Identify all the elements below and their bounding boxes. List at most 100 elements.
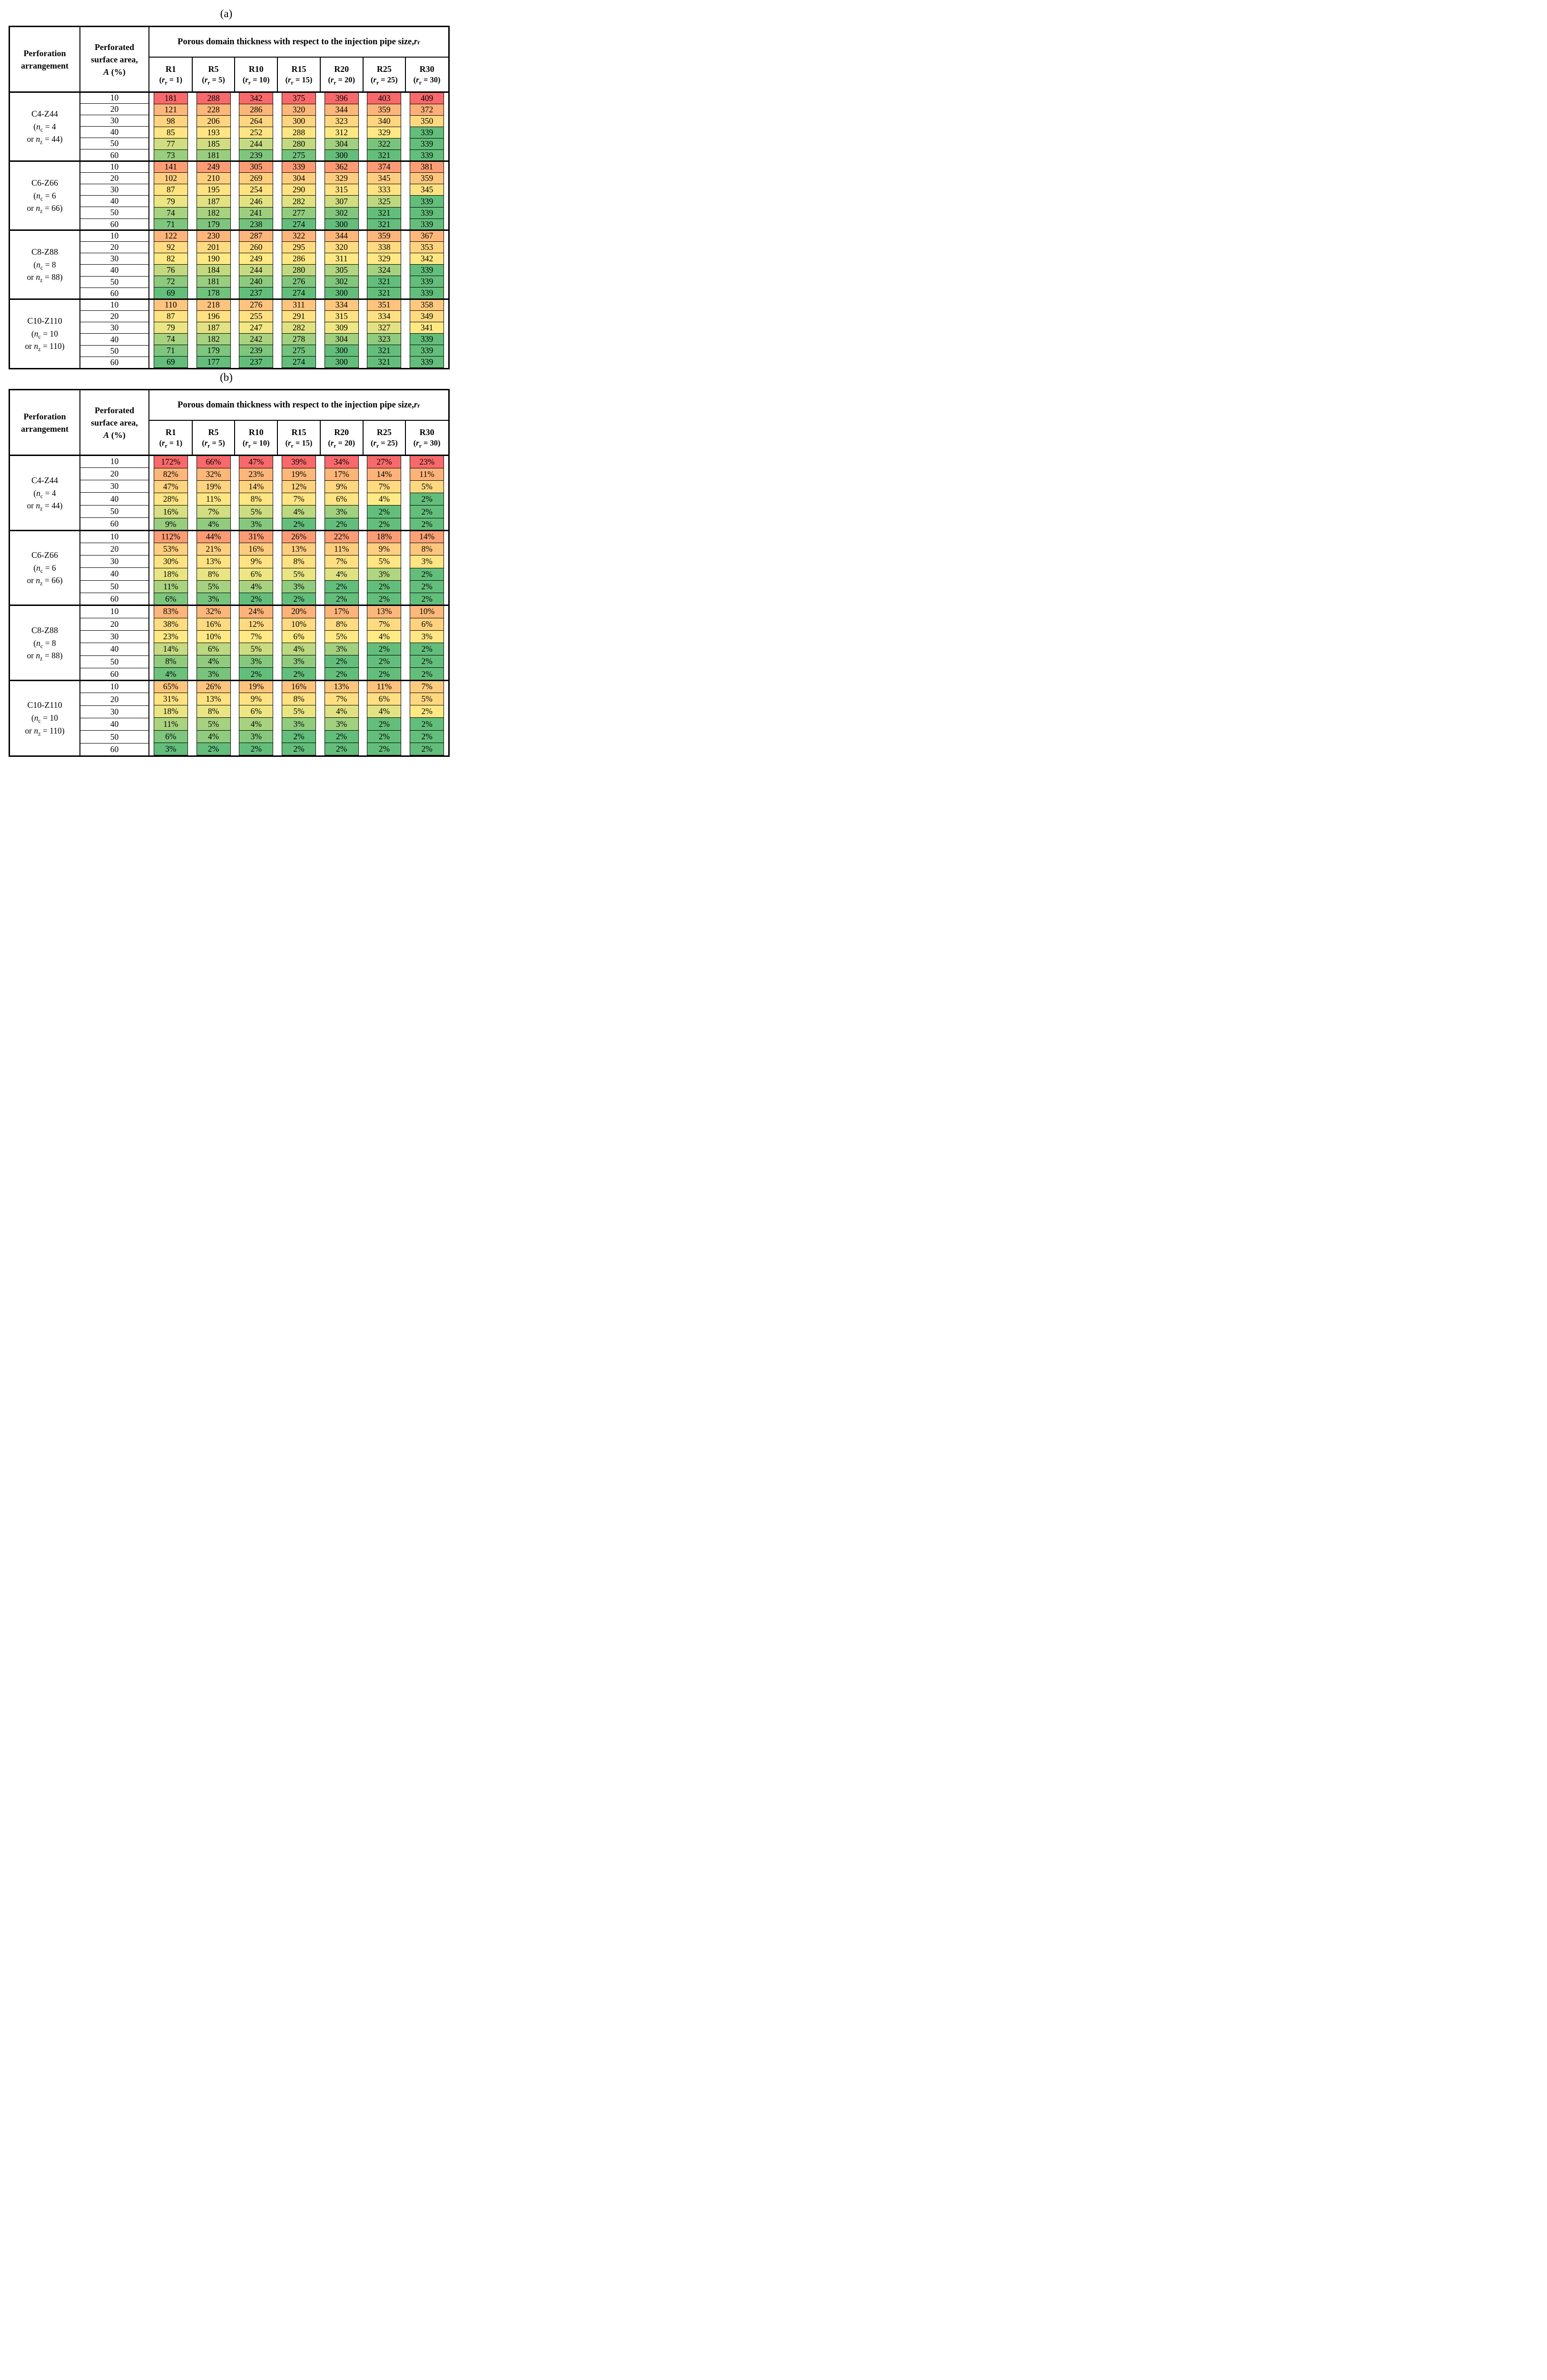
heat-cell: 23% — [154, 630, 187, 643]
heat-cell: 2% — [410, 643, 444, 655]
group-label-column: C4-Z44 (nc = 4 or nz = 44) C6-Z66 (nc = 6 or … — [10, 456, 79, 756]
col-header-label: R25 — [376, 427, 392, 437]
heat-cell: 9% — [239, 555, 273, 568]
heat-cell: 31% — [239, 530, 273, 543]
heat-cell: 315 — [325, 310, 358, 322]
heat-cell: 11% — [154, 717, 187, 730]
heat-cell: 276 — [239, 298, 273, 310]
heat-cell: 2% — [325, 655, 358, 668]
area-cell: 30 — [80, 322, 148, 333]
heat-cell: 286 — [282, 253, 315, 265]
heat-cell: 2% — [282, 742, 315, 755]
heat-cell: 39% — [282, 456, 315, 468]
heat-cell: 302 — [325, 276, 358, 288]
heat-cell: 10% — [410, 605, 444, 618]
area-cell: 30 — [80, 480, 148, 492]
heat-cell: 9% — [325, 480, 358, 493]
heat-cell: 300 — [325, 218, 358, 230]
heat-cell: 7% — [282, 493, 315, 506]
heat-cell: 122 — [154, 229, 187, 241]
group-name: C4-Z44 — [31, 475, 58, 485]
col-header-r1: R1 (rr = 1) — [149, 420, 192, 456]
heat-cell: 323 — [325, 115, 358, 127]
heat-cell: 22% — [325, 530, 358, 543]
area-header-line: A (%) — [103, 430, 126, 440]
heat-cell: 2% — [282, 593, 315, 605]
col-header-r25: R25 (rr = 25) — [363, 420, 406, 456]
heat-cell: 8% — [410, 543, 444, 555]
heat-cell: 195 — [197, 184, 230, 196]
heat-cell: 65% — [154, 680, 187, 693]
heat-cell: 19% — [282, 467, 315, 480]
heat-cell: 18% — [154, 705, 187, 718]
area-cell: 20 — [80, 617, 148, 630]
heat-cell: 2% — [410, 580, 444, 593]
area-cell: 60 — [80, 517, 148, 530]
heat-cell: 102 — [154, 172, 187, 184]
heat-cell: 3% — [410, 630, 444, 643]
heat-cell: 5% — [410, 692, 444, 705]
heat-cell: 6% — [367, 692, 401, 705]
col-header-sub: (rr = 25) — [371, 438, 398, 449]
heat-cell: 249 — [239, 253, 273, 265]
heat-cell: 87 — [154, 310, 187, 322]
heat-cell: 321 — [367, 149, 401, 161]
heat-cell: 274 — [282, 356, 315, 368]
area-header: Perforated surface area, A (%) — [80, 27, 148, 92]
heat-cell: 187 — [197, 321, 230, 333]
heat-cell: 2% — [367, 742, 401, 755]
area-cell: 50 — [80, 730, 148, 743]
heat-cell: 26% — [197, 680, 230, 693]
heat-cell: 4% — [325, 705, 358, 718]
heat-cell: 320 — [325, 241, 358, 253]
heat-cell: 339 — [410, 344, 444, 357]
heat-cell: 339 — [410, 195, 444, 207]
heat-cell: 98 — [154, 115, 187, 127]
vertical-grid-line — [148, 390, 149, 755]
area-cell: 30 — [80, 555, 148, 567]
heat-cell: 321 — [367, 344, 401, 357]
heat-cell: 280 — [282, 138, 315, 150]
heat-cell: 141 — [154, 161, 187, 173]
col-header-label: R25 — [376, 64, 392, 74]
heat-strip-r20: 396 344 323 312 304 300 362 329 315 307 302 300 344 3… — [324, 92, 359, 368]
heat-cell: 38% — [154, 617, 187, 630]
heat-cell: 2% — [367, 717, 401, 730]
heat-cell: 3% — [239, 517, 273, 530]
area-cell: 10 — [80, 680, 148, 693]
heat-cell: 300 — [325, 344, 358, 357]
heat-cell: 23% — [410, 456, 444, 468]
span-header: Porous domain thickness with respect to … — [177, 400, 420, 410]
heat-cell: 315 — [325, 184, 358, 196]
heat-strip-r25: 403 359 340 329 322 321 374 345 333 325 321 321 359 3… — [367, 92, 402, 368]
header-grid-line — [362, 420, 364, 456]
group-sub-line: (nc = 6 — [33, 191, 56, 202]
heat-cell: 344 — [325, 103, 358, 115]
heat-cell: 2% — [367, 655, 401, 668]
heat-cell: 2% — [325, 742, 358, 755]
heat-strip-r5: 66% 32% 19% 11% 7% 4% 44% 21% 13% 8% 5% 3% 32% 16% 10%… — [196, 455, 231, 755]
col-header-r15: R15 (rr = 15) — [277, 420, 320, 456]
heat-cell: 32% — [197, 605, 230, 618]
heat-cell: 73 — [154, 149, 187, 161]
heat-cell: 82% — [154, 467, 187, 480]
heat-cell: 322 — [282, 229, 315, 241]
heat-cell: 76 — [154, 264, 187, 276]
col-header-label: R30 — [419, 64, 434, 74]
group-name: C10-Z110 — [27, 700, 62, 710]
vertical-grid-line — [79, 27, 80, 368]
heat-cell: 3% — [325, 717, 358, 730]
heat-cell: 244 — [239, 264, 273, 276]
block-separator-line — [10, 529, 448, 531]
heat-cell: 339 — [410, 276, 444, 288]
heat-cell: 275 — [282, 149, 315, 161]
heat-strip-r30: 23% 11% 5% 2% 2% 2% 14% 8% 3% 2% 2% 2% 10% 6% 3% 2% 2% 2%… — [410, 455, 444, 755]
heat-cell: 18% — [154, 567, 187, 580]
area-cell: 50 — [80, 655, 148, 668]
heat-cell: 341 — [410, 321, 444, 333]
heat-cell: 305 — [325, 264, 358, 276]
heat-cell: 276 — [282, 276, 315, 288]
heat-cell: 321 — [367, 356, 401, 368]
heat-cell: 327 — [367, 321, 401, 333]
table-a: Perforation arrangement Perforated surface … — [9, 26, 450, 369]
